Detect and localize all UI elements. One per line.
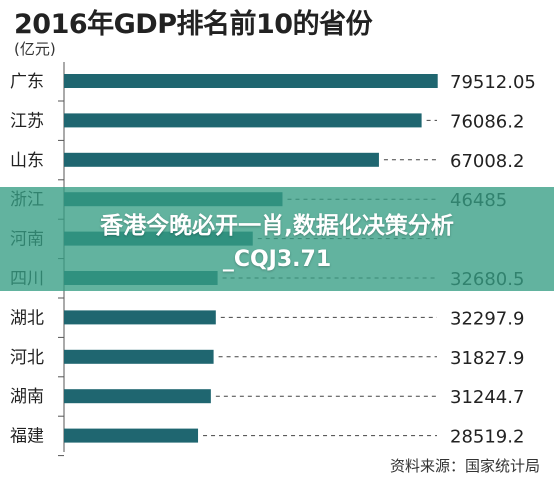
value-label: 67008.2 [450,151,524,172]
value-label: 31827.9 [450,348,524,369]
bar [64,310,216,325]
category-label: 河北 [10,348,44,368]
chart-title: 2016年GDP排名前10的省份 [14,9,373,40]
watermark-banner: 香港今晚必开一肖,数据化决策分析 _CQJ3.71 [0,187,554,291]
value-label: 31244.7 [450,387,524,408]
category-label: 湖北 [10,308,44,328]
banner-line-2: _CQJ3.71 [222,247,332,272]
bar [64,152,379,167]
category-label: 江苏 [10,111,44,131]
category-label: 福建 [10,427,44,447]
bar [64,74,438,88]
value-label: 28519.2 [450,427,524,448]
unit-label: (亿元) [14,40,56,58]
bar [64,349,214,364]
bar [64,113,422,128]
category-label: 山东 [10,151,44,171]
banner-line-1: 香港今晚必开一肖,数据化决策分析 [100,213,454,239]
value-label: 76086.2 [450,111,524,132]
bar [64,428,199,443]
value-label: 32297.9 [450,308,524,329]
value-label: 79512.05 [450,72,536,93]
category-label: 湖南 [10,387,44,407]
source-note: 资料来源：国家统计局 [389,457,540,475]
bar [64,389,211,404]
category-label: 广东 [10,72,44,92]
